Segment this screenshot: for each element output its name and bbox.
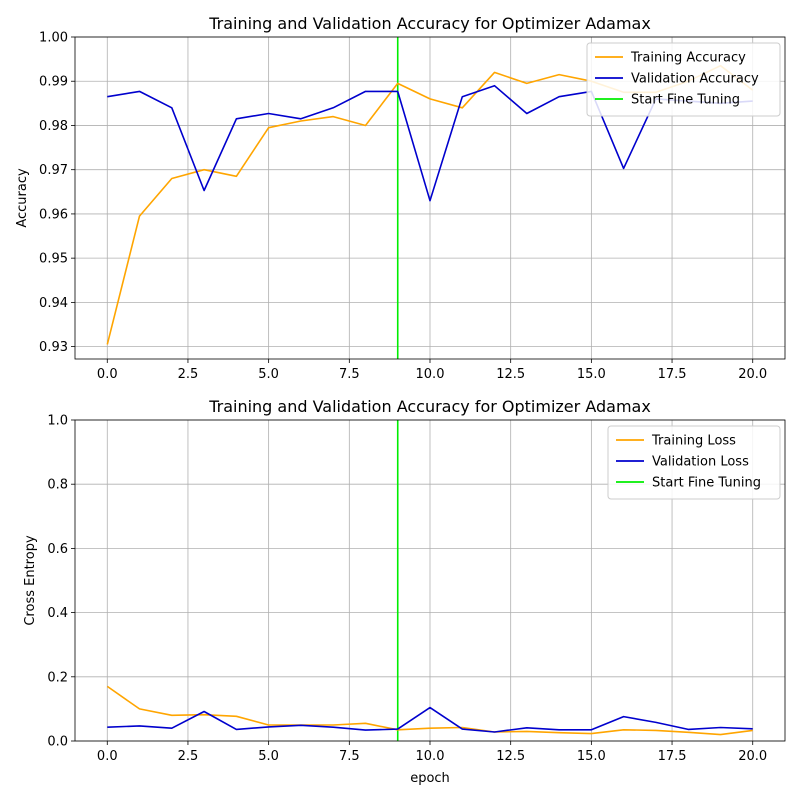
legend-label: Training Loss [651,434,736,449]
x-tick-label: 2.5 [178,367,199,382]
y-axis-label: Cross Entropy [23,535,38,626]
y-tick-label: 0.0 [47,735,68,750]
x-tick-label: 7.5 [339,367,360,382]
x-tick-label: 10.0 [416,749,445,764]
accuracy-chart: 0.0 2.5 5.0 7.5 10.0 12.5 15.0 17.5 20.0 0.93 0.94… [15,14,786,382]
y-tick-label: 0.6 [47,542,68,557]
y-tick-label: 0.98 [39,119,68,134]
legend-label: Training Accuracy [630,51,746,66]
legend: Training Loss Validation Loss Start Fine T… [607,425,781,500]
x-tick-label: 5.0 [258,749,279,764]
y-tick-label: 1.00 [39,31,68,46]
x-tick-label: 7.5 [339,749,360,764]
y-tick-label: 0.8 [47,478,68,493]
series-line-validation [107,84,753,202]
series-line-validation [107,706,753,733]
x-tick-label: 20.0 [738,749,767,764]
chart-title: Training and Validation Accuracy for Opt… [208,14,651,33]
x-tick-label: 15.0 [577,367,606,382]
legend-label: Validation Accuracy [631,72,759,87]
legend-box [586,42,781,117]
legend-label: Validation Loss [652,455,749,470]
y-tick-label: 0.97 [39,163,68,178]
x-tick-label: 20.0 [738,367,767,382]
x-tick-label: 17.5 [658,367,687,382]
x-tick-label: 15.0 [577,749,606,764]
series-line-training [106,685,753,736]
y-tick-label: 0.96 [39,207,68,222]
x-tick-label: 0.0 [97,749,118,764]
y-tick-label: 0.93 [39,340,68,355]
x-tick-label: 0.0 [97,367,118,382]
loss-chart: 0.0 2.5 5.0 7.5 10.0 12.5 15.0 17.5 20.0 0.0 0.2 0.… [23,397,786,786]
legend-label: Start Fine Tuning [631,93,740,108]
plot-frame [74,36,786,360]
x-axis-label: epoch [410,771,450,786]
y-tick-label: 1.0 [47,414,68,429]
y-tick-label: 0.4 [47,606,68,621]
x-tick-label: 2.5 [178,749,199,764]
legend-label: Start Fine Tuning [652,476,761,491]
chart-title: Training and Validation Accuracy for Opt… [208,397,651,416]
y-tick-label: 0.99 [39,75,68,90]
x-tick-label: 12.5 [496,367,525,382]
y-tick-label: 0.95 [39,252,68,267]
x-tick-label: 12.5 [496,749,525,764]
y-tick-label: 0.94 [39,296,68,311]
x-tick-label: 5.0 [258,367,279,382]
legend-box [607,425,781,500]
legend: Training Accuracy Validation Accuracy Star… [586,42,781,117]
plot-frame [74,419,786,742]
y-tick-label: 0.2 [47,670,68,685]
x-tick-label: 10.0 [416,367,445,382]
x-tick-label: 17.5 [658,749,687,764]
y-axis-label: Accuracy [15,168,30,228]
